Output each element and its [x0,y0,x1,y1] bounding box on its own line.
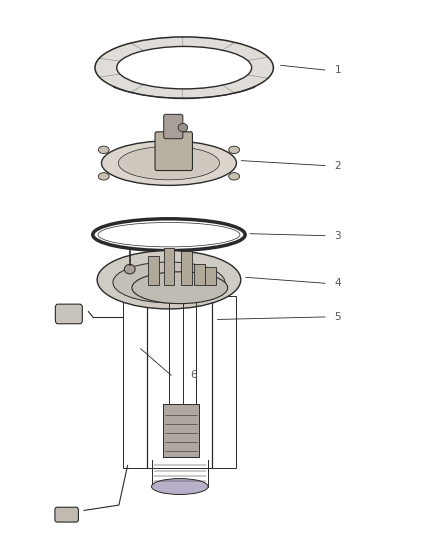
Bar [148,256,159,285]
Bar [194,264,205,285]
Ellipse shape [98,173,109,180]
Ellipse shape [124,264,135,274]
Text: 2: 2 [334,161,341,171]
Ellipse shape [178,123,187,132]
Bar [205,266,215,285]
Ellipse shape [229,146,240,154]
Text: 1: 1 [334,66,341,75]
FancyBboxPatch shape [164,114,183,139]
Ellipse shape [97,251,241,309]
Text: 5: 5 [334,312,341,322]
Text: 6: 6 [191,370,198,380]
Ellipse shape [95,37,273,99]
Ellipse shape [118,147,219,180]
Bar [163,405,199,457]
Ellipse shape [152,479,208,495]
Bar [164,248,174,285]
Ellipse shape [93,219,245,251]
FancyBboxPatch shape [155,132,192,171]
Ellipse shape [98,222,240,247]
Text: 4: 4 [334,278,341,288]
FancyBboxPatch shape [55,507,78,522]
Ellipse shape [102,141,237,185]
Bar [181,251,191,285]
FancyBboxPatch shape [55,304,82,324]
Ellipse shape [132,272,228,304]
Bar [123,296,237,468]
Ellipse shape [113,262,225,303]
Ellipse shape [229,173,240,180]
Ellipse shape [117,46,252,89]
Ellipse shape [98,146,109,154]
Text: 3: 3 [334,231,341,241]
Ellipse shape [147,279,212,302]
